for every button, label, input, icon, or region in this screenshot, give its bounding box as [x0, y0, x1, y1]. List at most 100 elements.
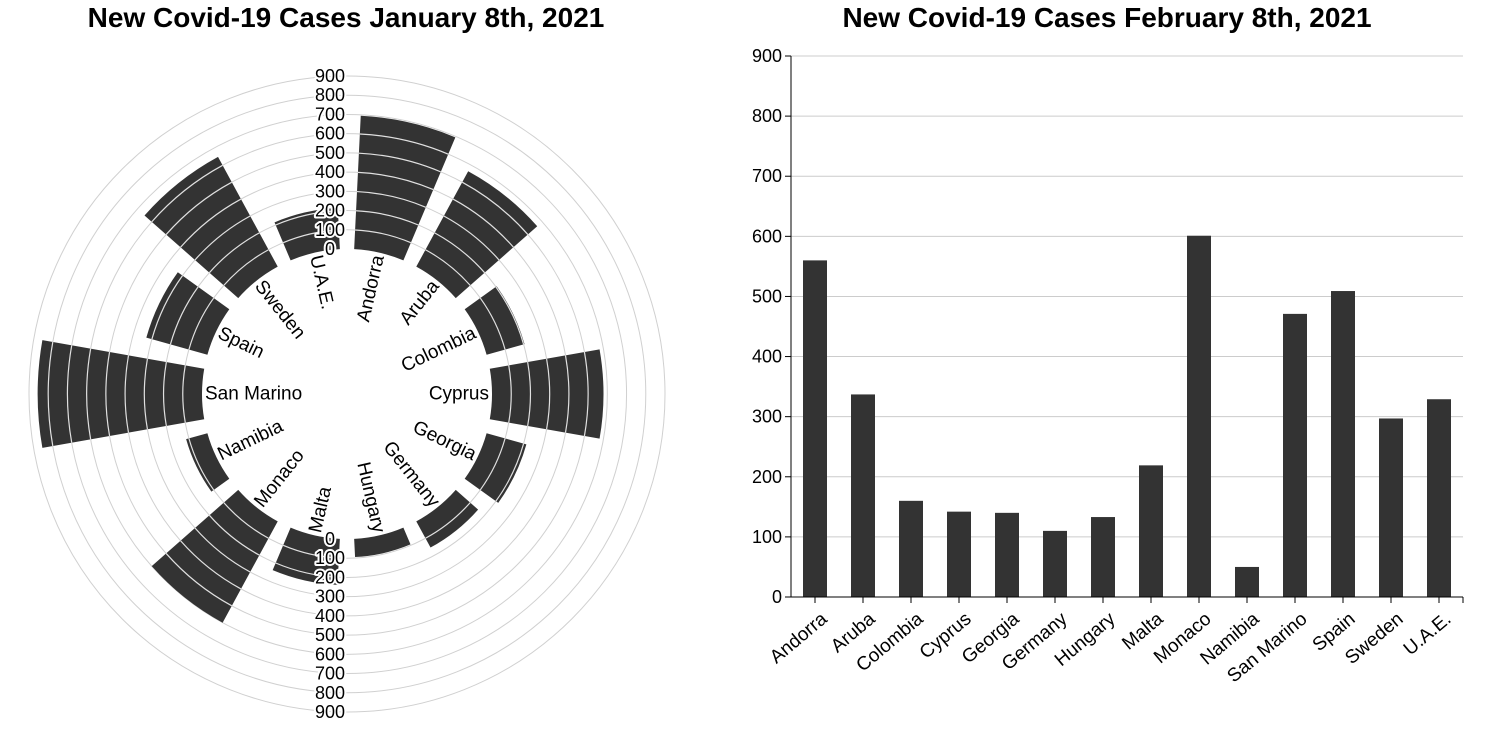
radial-bar-gridline — [356, 210, 419, 226]
bar-u-a-e — [1427, 399, 1451, 597]
x-tick-label: U.A.E. — [1400, 609, 1456, 660]
radial-bar-andorra — [354, 115, 456, 261]
x-tick-label: Monaco — [1150, 609, 1215, 669]
radial-bar-gridline — [495, 286, 525, 345]
radial-bar-georgia — [464, 433, 527, 503]
radial-bar-aruba — [416, 171, 538, 299]
radial-bar-gridline — [188, 438, 215, 491]
radial-tick-label: 100 — [315, 220, 345, 240]
x-tick-label: Sweden — [1341, 609, 1407, 669]
radial-tick-label: 200 — [315, 567, 345, 587]
radial-bar-gridline — [564, 355, 570, 433]
y-tick-label: 300 — [752, 407, 782, 427]
radial-bar-gridline — [47, 341, 54, 447]
bar-malta — [1139, 465, 1163, 597]
radial-bar-gridline — [434, 232, 486, 274]
radial-bar-colombia — [464, 286, 525, 355]
radial-category-label: Aruba — [396, 276, 444, 329]
radial-bar-gridline — [151, 164, 223, 223]
bar-hungary — [1091, 517, 1115, 597]
radial-tick-label: 0 — [325, 239, 335, 259]
bar-sweden — [1379, 418, 1403, 597]
radial-bar-gridline — [188, 297, 215, 350]
radial-category-label: Namibia — [215, 416, 287, 465]
radial-bar-gridline — [223, 502, 269, 539]
bar-cyprus — [947, 511, 971, 597]
grid-circle — [28, 75, 666, 713]
radial-tick-labels: 0010010020020030030040040050050060060070… — [313, 64, 347, 724]
radial-tick-label: 200 — [315, 201, 345, 221]
radial-bar-gridline — [355, 229, 412, 244]
radial-bar-gridline — [282, 544, 339, 559]
bar-spain — [1331, 291, 1355, 597]
radial-tick-label: 700 — [315, 664, 345, 684]
x-tick-label: Aruba — [827, 608, 880, 657]
radial-tick-label: 700 — [315, 104, 345, 124]
radial-bar-gridline — [461, 181, 529, 235]
y-tick-label: 900 — [752, 46, 782, 66]
bar-monaco — [1187, 235, 1211, 597]
radial-bar-gridline — [508, 365, 512, 423]
x-tick-label: San Marino — [1224, 609, 1312, 688]
radial-bar-gridline — [162, 361, 167, 427]
radial-category-label: Georgia — [409, 417, 479, 465]
x-tick-label: Colombia — [852, 608, 927, 676]
radial-bar-hungary — [354, 527, 411, 558]
bar-namibia — [1235, 566, 1259, 597]
radial-bars — [37, 115, 604, 623]
radial-bar-gridline — [425, 502, 471, 539]
radial-tick-label: 600 — [315, 644, 345, 664]
radial-bar-gridline — [425, 249, 471, 286]
radial-category-label: Sweden — [250, 276, 309, 343]
radial-tick-label: 500 — [315, 625, 345, 645]
radial-category-label: Cyprus — [429, 384, 489, 405]
radial-bar-gridline — [527, 361, 532, 427]
x-tick-label: Spain — [1309, 609, 1360, 656]
radial-category-label: U.A.E. — [305, 253, 338, 311]
radial-chart-title: New Covid-19 Cases January 8th, 2021 — [87, 2, 605, 33]
radial-tick-label: 300 — [315, 181, 345, 201]
radial-bar-namibia — [186, 433, 230, 492]
radial-bar-gridline — [151, 275, 183, 340]
bar-colombia — [899, 500, 923, 597]
bar-georgia — [995, 512, 1019, 597]
radial-bar-gridline — [275, 562, 338, 578]
radial-bar-gridline — [356, 190, 427, 208]
y-tick-label: 700 — [752, 166, 782, 186]
radial-category-label: Andorra — [353, 253, 389, 324]
radial-bar-sweden — [144, 156, 278, 299]
radial-bar-gridline — [583, 351, 589, 437]
x-tick-label: Cyprus — [916, 609, 976, 664]
bars — [803, 235, 1451, 597]
bar-y-axis: 0 100 200 300 400 500 600 700 800 900 — [752, 46, 792, 607]
radial-bar-gridline — [208, 232, 260, 274]
radial-bar-germany — [416, 489, 479, 548]
radial-bar-gridline — [358, 152, 442, 173]
radial-bar-gridline — [180, 540, 242, 590]
radial-bar-monaco — [151, 489, 278, 623]
bar-grid — [791, 55, 1463, 538]
x-tick-label: Namibia — [1197, 608, 1264, 669]
radial-bar-gridline — [182, 365, 186, 423]
radial-bar-gridline — [443, 215, 500, 261]
y-tick-label: 200 — [752, 467, 782, 487]
radial-bar-gridline — [169, 286, 199, 345]
radial-bar-gridline — [275, 210, 338, 226]
radial-bar-spain — [146, 272, 230, 355]
radial-bar-gridline — [66, 345, 73, 443]
y-tick-label: 100 — [752, 527, 782, 547]
bar-andorra — [803, 260, 827, 597]
radial-tick-label: 100 — [315, 548, 345, 568]
radial-tick-label: 600 — [315, 124, 345, 144]
bar-germany — [1043, 530, 1067, 597]
radial-bar-san-marino — [37, 340, 205, 448]
radial-tick-label: 500 — [315, 143, 345, 163]
radial-bar-gridline — [495, 443, 525, 502]
x-tick-label: Germany — [998, 608, 1072, 675]
radial-tick-label: 300 — [315, 587, 345, 607]
y-tick-label: 400 — [752, 347, 782, 367]
y-tick-label: 0 — [772, 587, 782, 607]
radial-tick-label: 400 — [315, 162, 345, 182]
